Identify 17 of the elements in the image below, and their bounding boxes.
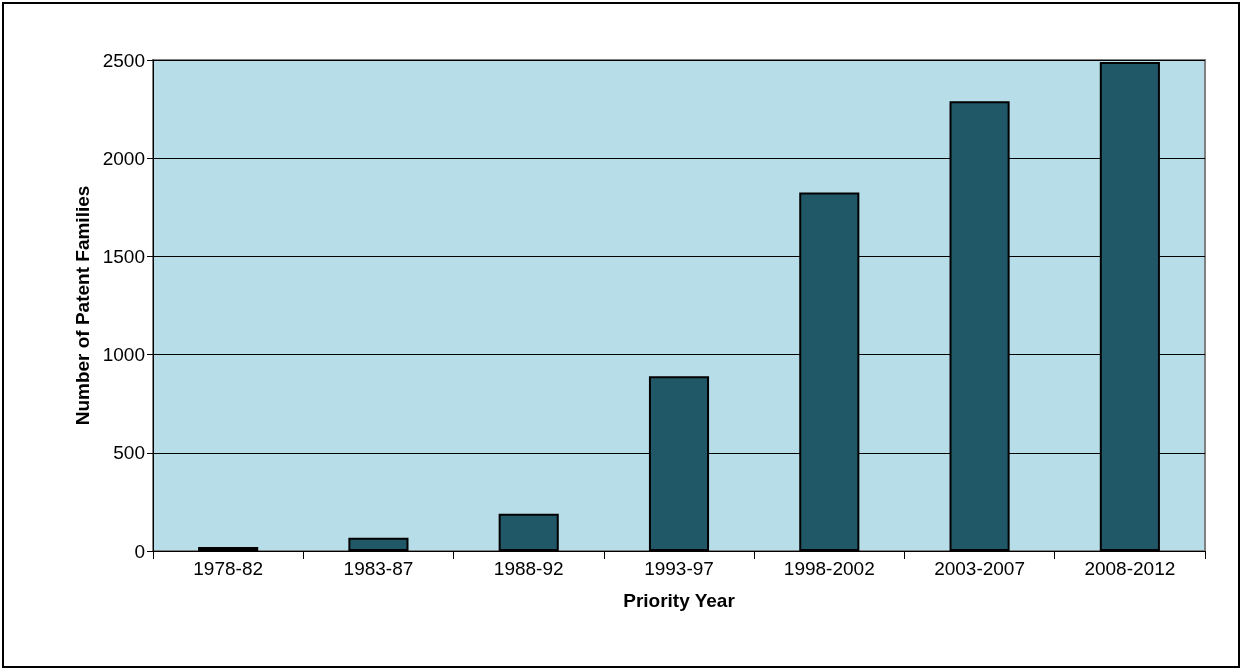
- x-tick-label: 2003-2007: [934, 558, 1026, 579]
- x-tick-label: 1993-97: [644, 558, 714, 579]
- bar: [498, 513, 559, 551]
- x-axis-title: Priority Year: [623, 590, 736, 611]
- y-tick-label: 1500: [102, 245, 145, 267]
- x-tick-label: 1978-82: [193, 558, 264, 579]
- x-tick-label: 1983-87: [343, 558, 414, 579]
- bar: [348, 537, 409, 551]
- y-axis-title: Number of Patent Families: [71, 185, 93, 426]
- x-tick-label: 1998-2002: [783, 558, 875, 579]
- x-tick-label: 2008-2012: [1084, 558, 1176, 579]
- y-tick-label: 2500: [102, 49, 145, 71]
- y-tick-label: 0: [134, 540, 145, 562]
- y-tick-label: 1000: [102, 344, 145, 366]
- y-tick-label: 2000: [102, 147, 145, 169]
- x-tick-label: 1988-92: [493, 558, 564, 579]
- y-tick-label: 500: [113, 442, 145, 464]
